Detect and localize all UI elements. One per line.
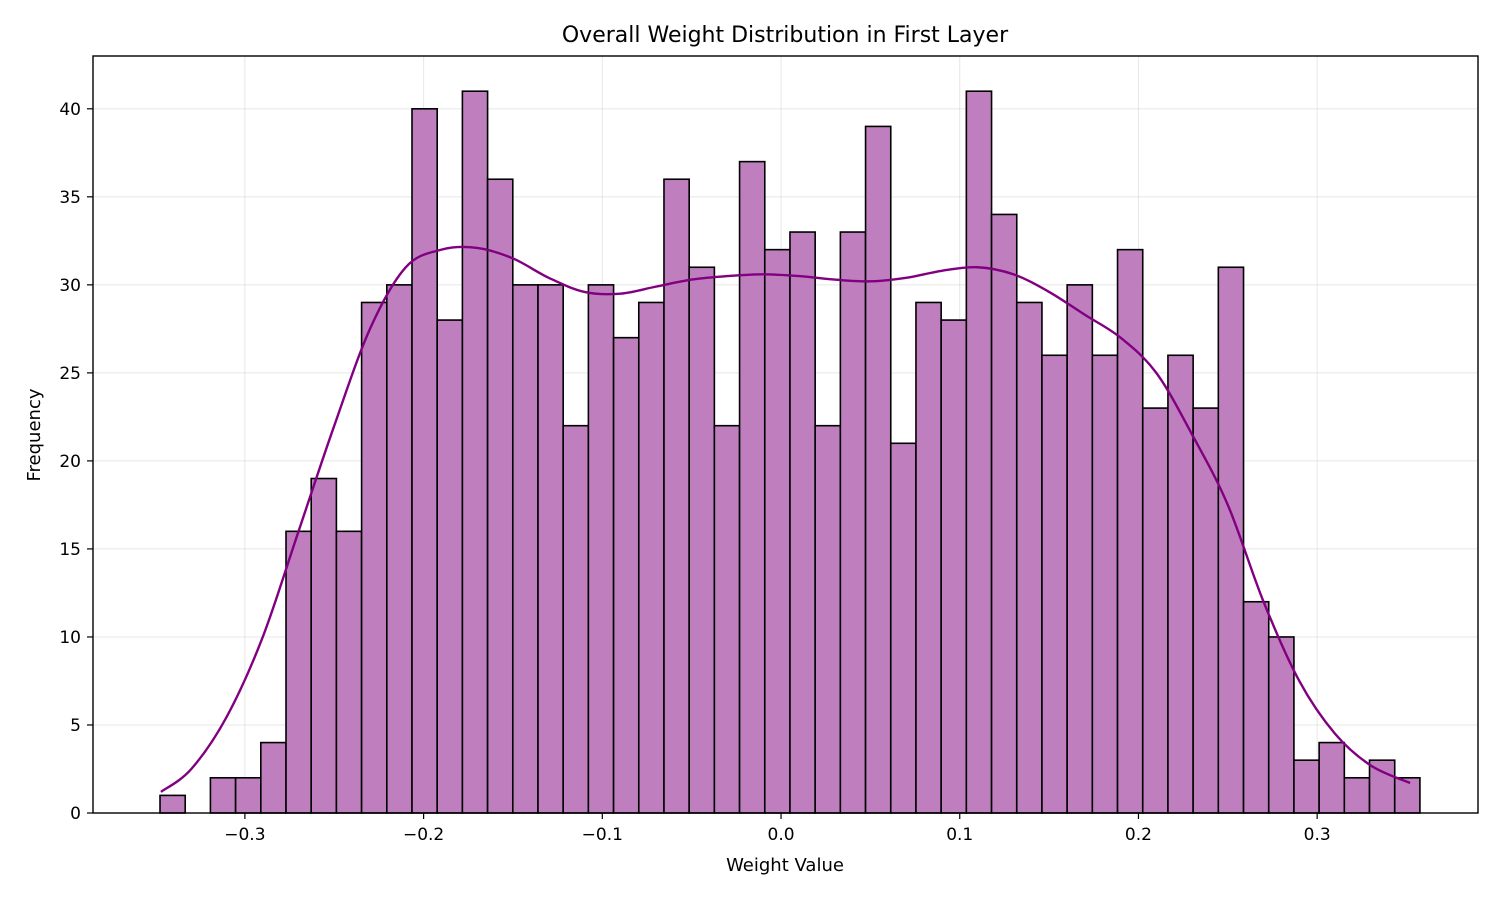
x-tick-label: 0.2 <box>1125 825 1152 845</box>
histogram-bar <box>260 741 287 814</box>
histogram-bar <box>385 284 413 814</box>
histogram-bar <box>1167 354 1194 814</box>
histogram-bar <box>637 301 665 814</box>
y-tick-label: 15 <box>59 540 81 560</box>
histogram-bar <box>889 442 917 814</box>
y-tick-label: 40 <box>59 100 81 120</box>
histogram-bar <box>864 125 892 814</box>
histogram-bar <box>1116 248 1144 814</box>
y-tick-label: 5 <box>70 716 81 736</box>
histogram-bar <box>562 424 590 814</box>
histogram-bar <box>688 266 716 814</box>
histogram-bar <box>789 231 816 814</box>
histogram-bar <box>1318 741 1346 814</box>
histogram-bar <box>159 794 187 814</box>
histogram-bar <box>436 319 464 814</box>
kde-curve-group <box>160 245 1411 793</box>
histogram-bar <box>335 530 363 814</box>
y-axis-label: Frequency <box>24 388 45 481</box>
histogram-bars <box>159 90 1421 814</box>
histogram-bar <box>738 160 766 814</box>
histogram-bar <box>1141 407 1169 814</box>
histogram-bar <box>915 301 942 814</box>
histogram-bar <box>990 213 1018 814</box>
plot-frame <box>92 55 1479 814</box>
histogram-bar <box>1192 407 1220 814</box>
histogram-bar <box>537 284 564 814</box>
histogram-bar <box>713 424 741 814</box>
y-axis-ticks: 0 5 10 15 20 25 30 35 40 <box>59 100 93 824</box>
x-tick-label: −0.1 <box>582 825 623 845</box>
histogram-bar <box>1242 600 1270 814</box>
histogram-bar <box>285 530 313 814</box>
x-tick-label: 0.1 <box>946 825 973 845</box>
histogram-bar <box>1041 354 1068 814</box>
y-tick-label: 25 <box>59 364 81 384</box>
histogram-bar <box>234 776 262 814</box>
x-tick-label: −0.3 <box>224 825 265 845</box>
histogram-bar <box>612 336 640 814</box>
histogram-bar <box>940 319 968 814</box>
histogram-bar <box>1091 354 1119 814</box>
histogram-bar <box>1293 759 1320 814</box>
histogram-bar <box>839 231 867 814</box>
histogram-bar <box>511 284 539 814</box>
histogram-bar <box>310 477 338 814</box>
y-tick-label: 35 <box>59 188 81 208</box>
x-axis-ticks: −0.3 −0.2 −0.1 0.0 0.1 0.2 0.3 <box>224 813 1331 845</box>
y-tick-label: 0 <box>70 804 81 824</box>
histogram-bar <box>1066 284 1094 814</box>
histogram-bar <box>461 90 489 814</box>
histogram-bar <box>663 178 690 814</box>
histogram-bar <box>1015 301 1043 814</box>
x-axis-label: Weight Value <box>726 855 844 876</box>
histogram-bar <box>360 301 388 814</box>
x-tick-label: 0.3 <box>1304 825 1331 845</box>
kde-curve <box>160 245 1411 793</box>
histogram-bar <box>209 776 237 814</box>
chart-title: Overall Weight Distribution in First Lay… <box>562 23 1009 48</box>
histogram-bar <box>763 248 791 814</box>
x-tick-label: 0.0 <box>768 825 795 845</box>
x-tick-label: −0.2 <box>403 825 444 845</box>
y-tick-label: 30 <box>59 276 81 296</box>
histogram-bar <box>1343 776 1371 814</box>
histogram-bar <box>965 90 993 814</box>
histogram-bar <box>1217 266 1245 814</box>
histogram-bar <box>814 424 842 814</box>
y-tick-label: 10 <box>59 628 81 648</box>
histogram-bar <box>587 284 615 814</box>
histogram-bar <box>411 108 438 814</box>
histogram-bar <box>486 178 514 814</box>
y-tick-label: 20 <box>59 452 81 472</box>
